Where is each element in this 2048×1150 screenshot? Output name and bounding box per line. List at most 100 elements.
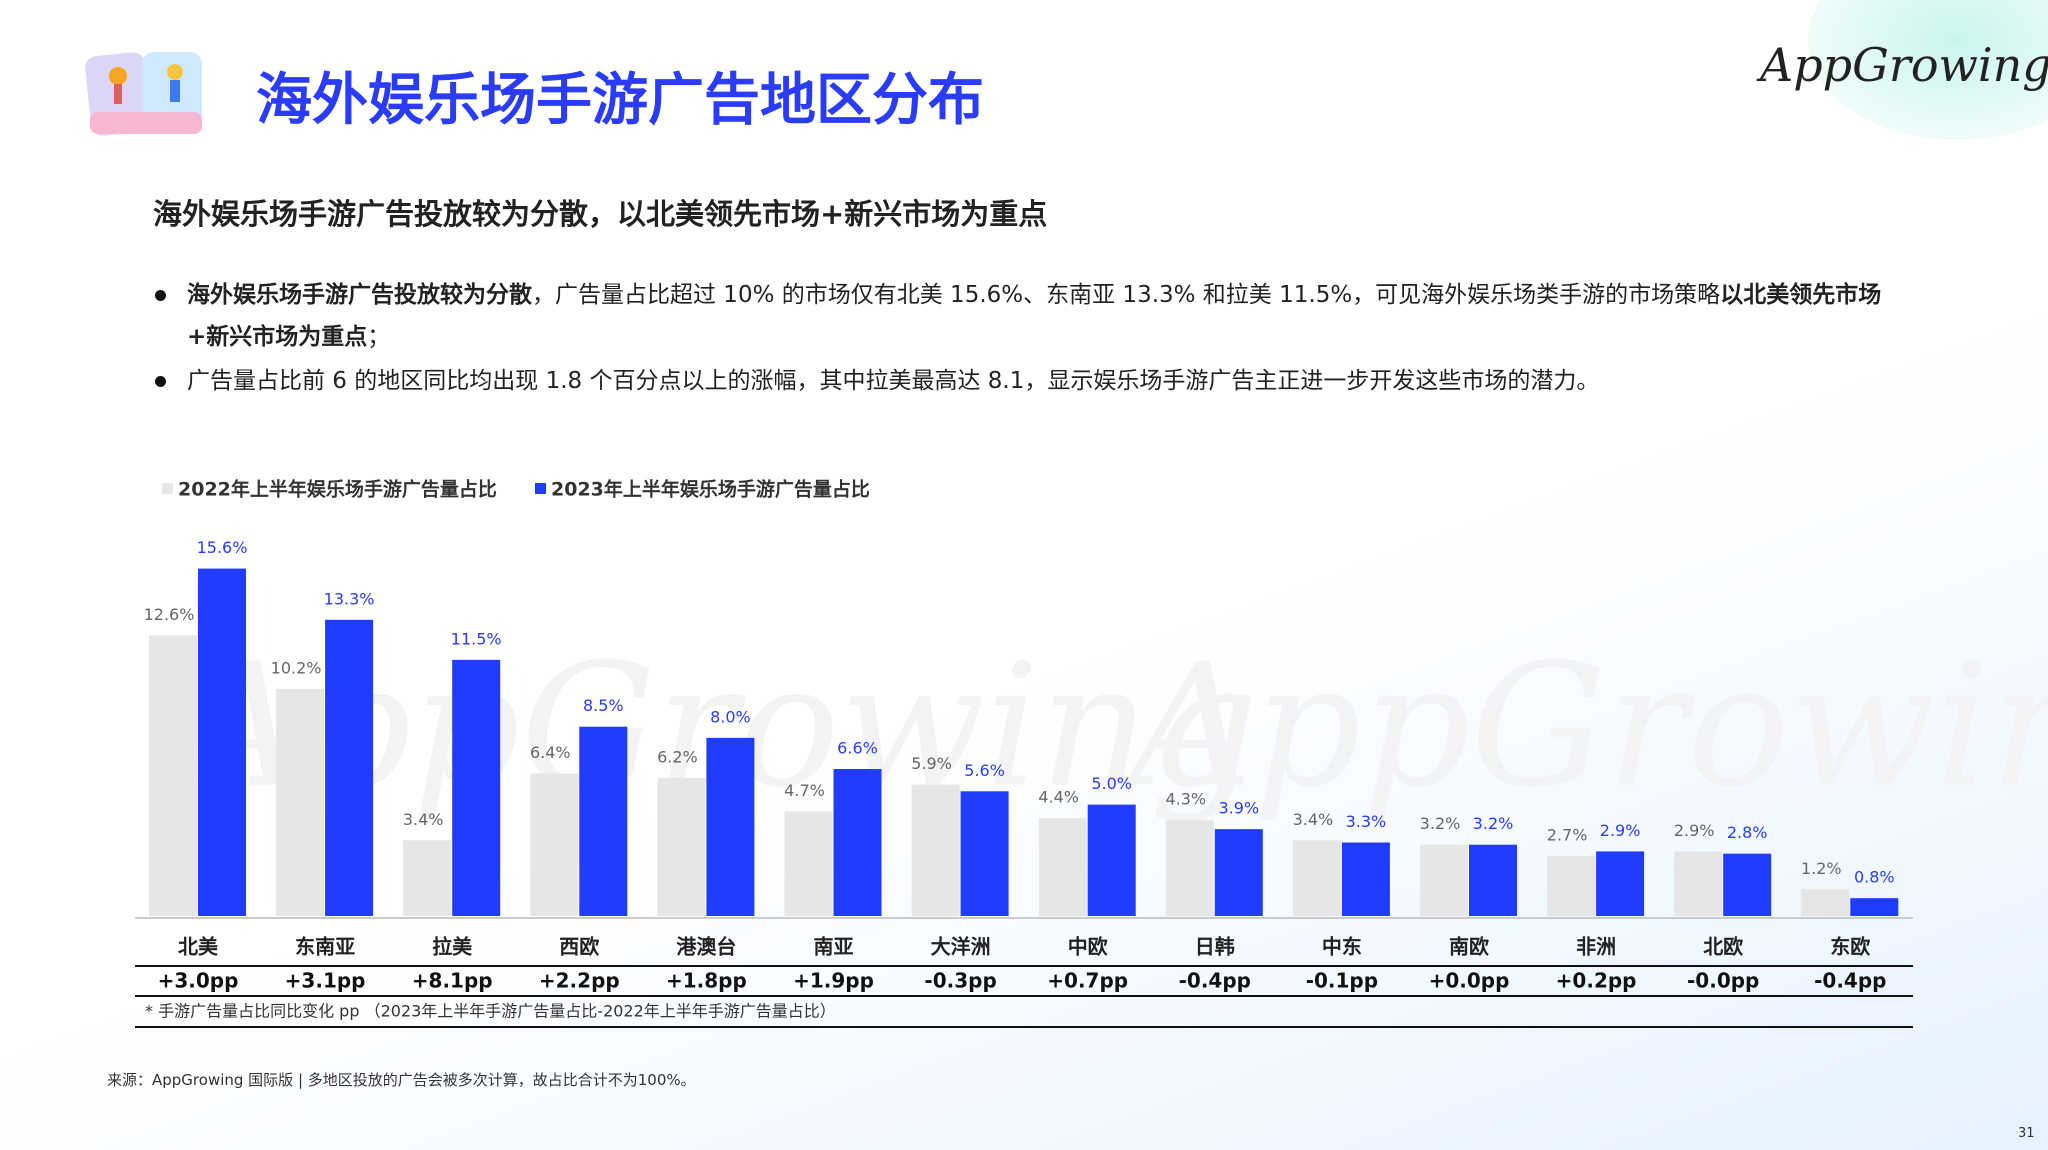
- yoy-label: +1.9pp: [793, 969, 874, 993]
- bar: [833, 769, 882, 916]
- title: 海外娱乐场手游广告地区分布: [256, 68, 984, 133]
- value-label: 3.9%: [1218, 799, 1259, 818]
- bar: [325, 619, 374, 916]
- value-label: 13.3%: [324, 589, 375, 608]
- bar: [1038, 818, 1087, 916]
- bar: [579, 726, 628, 916]
- value-label: 4.7%: [784, 781, 825, 800]
- bar: [1341, 842, 1390, 916]
- value-label: 5.6%: [964, 761, 1005, 780]
- logo: AppGrowing: [1760, 38, 2048, 92]
- bar: [1801, 889, 1850, 916]
- value-label: 8.5%: [583, 696, 624, 715]
- value-label: 1.2%: [1801, 859, 1842, 878]
- subtitle: 海外娱乐场手游广告投放较为分散，以北美领先市场+新兴市场为重点: [153, 197, 1048, 231]
- bar: [1547, 855, 1596, 916]
- yoy-label: +0.0pp: [1429, 969, 1510, 993]
- bar: [1087, 804, 1136, 916]
- value-label: 3.2%: [1420, 814, 1461, 833]
- value-label: 8.0%: [710, 707, 751, 726]
- bullet-dot: [155, 376, 166, 387]
- value-label: 6.2%: [657, 747, 698, 766]
- value-label: 10.2%: [271, 658, 322, 677]
- value-label: 3.4%: [403, 810, 444, 829]
- value-label: 6.6%: [837, 739, 878, 758]
- bar: [1420, 844, 1468, 916]
- legend-label: 2022年上半年娱乐场手游广告量占比: [178, 478, 497, 501]
- x-tick-label: 北美: [178, 935, 219, 959]
- bar: [1674, 851, 1723, 916]
- bar: [960, 791, 1009, 916]
- x-tick-label: 拉美: [432, 935, 473, 959]
- bar: [911, 784, 960, 916]
- x-tick-label: 南欧: [1449, 935, 1489, 959]
- value-label: 4.3%: [1165, 790, 1206, 809]
- value-label: 5.9%: [911, 754, 952, 773]
- yoy-label: +3.1pp: [285, 969, 366, 993]
- bar: [657, 777, 706, 916]
- yoy-label: +1.8pp: [666, 969, 747, 993]
- yoy-label: +0.2pp: [1556, 969, 1637, 993]
- x-tick-label: 中东: [1322, 935, 1362, 959]
- value-label: 0.8%: [1854, 868, 1895, 887]
- yoy-label: +3.0pp: [158, 969, 239, 993]
- bullet-text: ；: [367, 324, 391, 350]
- yoy-label: -0.3pp: [924, 969, 996, 993]
- value-label: 15.6%: [197, 538, 248, 557]
- legend-swatch: [162, 483, 173, 494]
- bar: [403, 840, 452, 916]
- source: 来源：AppGrowing 国际版 | 多地区投放的广告会被多次计算，故占比合计…: [107, 1071, 696, 1089]
- yoy-label: -0.0pp: [1687, 969, 1759, 993]
- value-label: 3.4%: [1293, 810, 1334, 829]
- x-tick-label: 中欧: [1068, 935, 1108, 959]
- bar: [1469, 844, 1517, 916]
- yoy-label: -0.1pp: [1306, 969, 1378, 993]
- value-label: 2.7%: [1547, 825, 1588, 844]
- x-tick-label: 南亚: [814, 935, 854, 959]
- bar: [784, 811, 833, 916]
- value-label: 12.6%: [144, 605, 195, 624]
- x-tick-label: 港澳台: [676, 935, 736, 959]
- value-label: 3.2%: [1473, 814, 1514, 833]
- bullet: 海外娱乐场手游广告投放较为分散，广告量占比超过 10% 的市场仅有北美 15.6…: [187, 274, 1907, 358]
- bullet-text: 广告量占比前 6 的地区同比均出现 1.8 个百分点以上的涨幅，其中拉美最高达 …: [187, 368, 1600, 394]
- bar: [706, 737, 755, 916]
- value-label: 2.9%: [1600, 821, 1641, 840]
- value-label: 2.8%: [1727, 823, 1768, 842]
- x-tick-label: 西欧: [559, 935, 599, 959]
- bar: [149, 635, 197, 916]
- x-tick-label: 北欧: [1703, 935, 1743, 959]
- bar: [1292, 840, 1341, 916]
- yoy-label: -0.4pp: [1179, 969, 1251, 993]
- value-label: 11.5%: [451, 629, 502, 648]
- x-tick-label: 东南亚: [295, 935, 355, 959]
- yoy-label: -0.4pp: [1814, 969, 1886, 993]
- icon: [85, 52, 202, 136]
- bar: [1723, 853, 1772, 916]
- page-number: 31: [2018, 1126, 2035, 1141]
- bullet-dot: [155, 290, 166, 301]
- value-label: 3.3%: [1346, 812, 1387, 831]
- watermark: AppGrowing: [1117, 627, 2048, 825]
- yoy-label: +8.1pp: [412, 969, 493, 993]
- bar: [1214, 829, 1263, 916]
- value-label: 5.0%: [1091, 774, 1132, 793]
- bullet: 广告量占比前 6 的地区同比均出现 1.8 个百分点以上的涨幅，其中拉美最高达 …: [187, 360, 1907, 402]
- legend-swatch: [535, 483, 546, 494]
- legend-label: 2023年上半年娱乐场手游广告量占比: [551, 478, 870, 501]
- footnote: * 手游广告量占比同比变化 pp （2023年上半年手游广告量占比-2022年上…: [145, 1002, 836, 1021]
- bar: [1165, 820, 1214, 916]
- bullet-text: ，广告量占比超过 10% 的市场仅有北美 15.6%、东南亚 13.3% 和拉美…: [532, 282, 1721, 308]
- bullet-text: 海外娱乐场手游广告投放较为分散: [187, 282, 532, 308]
- value-label: 6.4%: [530, 743, 571, 762]
- bullet-text: 以北美领先市场+新兴市场为重点: [187, 282, 1882, 350]
- x-tick-label: 大洋洲: [931, 935, 991, 959]
- yoy-label: +0.7pp: [1047, 969, 1128, 993]
- bar: [1850, 898, 1899, 916]
- value-label: 2.9%: [1674, 821, 1715, 840]
- bar: [452, 659, 501, 916]
- bar: [198, 568, 246, 916]
- bar: [530, 773, 579, 916]
- x-tick-label: 东欧: [1830, 935, 1870, 959]
